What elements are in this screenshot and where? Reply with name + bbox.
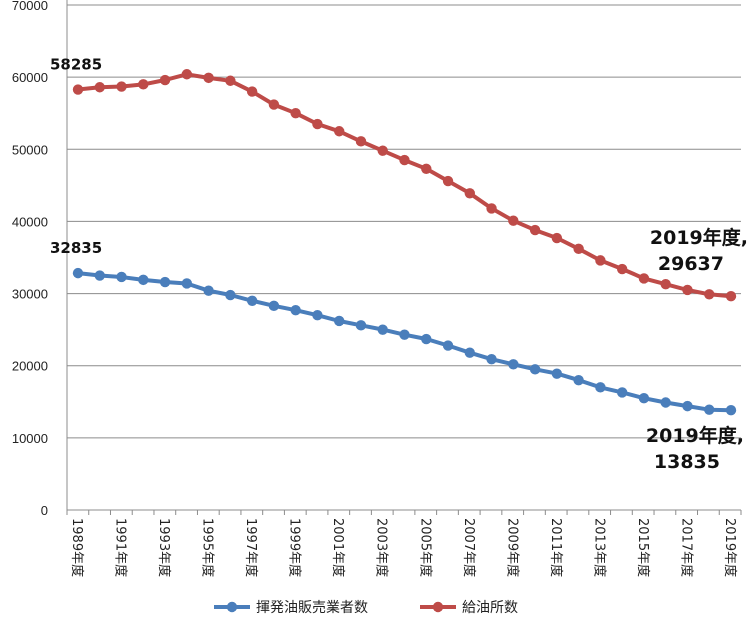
data-point-1 — [225, 75, 236, 86]
x-tick-label: 2007年度 — [461, 518, 477, 577]
x-tick-label: 2011年度 — [548, 518, 564, 577]
data-point-0 — [181, 278, 193, 289]
data-point-0 — [203, 285, 214, 296]
x-tick-label: 1991年度 — [113, 518, 129, 577]
legend-marker-0 — [226, 601, 238, 613]
data-point-0 — [246, 295, 258, 306]
x-tick-label: 1989年度 — [69, 518, 85, 577]
data-point-1 — [334, 126, 345, 137]
data-point-0 — [225, 289, 236, 301]
data-point-1 — [377, 145, 388, 156]
data-point-0 — [573, 374, 584, 386]
data-point-0 — [355, 320, 367, 331]
data-point-1 — [355, 136, 367, 147]
data-point-0 — [682, 400, 693, 412]
series-line-1 — [77, 72, 732, 299]
y-tick-label: 40000 — [12, 214, 48, 229]
data-point-1 — [573, 243, 584, 255]
legend-marker-1 — [432, 601, 444, 613]
data-point-0 — [660, 397, 671, 408]
data-label: 2019年度, 29637 — [650, 226, 748, 275]
y-tick-label: 0 — [41, 503, 48, 518]
x-tick-label: 2005年度 — [417, 518, 433, 577]
data-point-1 — [638, 273, 650, 284]
x-tick-label: 2019年度 — [722, 518, 738, 577]
x-tick-label: 1997年度 — [243, 518, 259, 577]
data-point-0 — [529, 364, 541, 375]
data-point-0 — [334, 315, 345, 327]
x-tick-label: 2015年度 — [635, 518, 651, 577]
data-point-0 — [486, 354, 497, 365]
data-point-1 — [138, 79, 149, 90]
data-point-0 — [638, 392, 650, 404]
data-point-1 — [72, 84, 84, 95]
data-point-0 — [268, 300, 280, 312]
data-point-0 — [421, 333, 432, 345]
data-point-0 — [159, 276, 171, 288]
x-tick-label: 2017年度 — [678, 518, 694, 577]
data-point-0 — [399, 329, 410, 340]
data-point-1 — [551, 232, 563, 244]
y-tick-label: 60000 — [12, 70, 48, 85]
data-point-0 — [290, 304, 301, 316]
y-tick-label: 70000 — [12, 0, 48, 13]
x-tick-label: 2003年度 — [374, 518, 390, 577]
data-point-1 — [529, 224, 541, 236]
data-point-1 — [116, 81, 127, 92]
data-point-0 — [725, 404, 737, 416]
x-tick-label: 2009年度 — [504, 518, 520, 577]
data-point-1 — [616, 263, 628, 275]
y-tick-label: 10000 — [12, 431, 48, 446]
data-point-1 — [660, 278, 671, 290]
data-point-1 — [203, 72, 214, 84]
y-tick-label: 20000 — [12, 359, 48, 374]
x-tick-label: 2013年度 — [591, 518, 607, 577]
data-point-1 — [421, 163, 432, 174]
y-tick-label: 50000 — [12, 142, 48, 157]
y-tick-label: 30000 — [12, 287, 48, 302]
data-point-0 — [442, 340, 454, 351]
data-point-0 — [94, 270, 105, 281]
data-point-0 — [116, 271, 127, 283]
x-tick-label: 2001年度 — [330, 518, 346, 577]
data-point-1 — [725, 290, 737, 302]
data-point-0 — [704, 404, 715, 415]
legend-label-1: 給油所数 — [462, 600, 518, 616]
data-point-0 — [464, 347, 475, 358]
data-point-1 — [595, 255, 606, 266]
data-point-1 — [246, 86, 258, 97]
data-point-0 — [72, 267, 84, 279]
data-point-1 — [399, 154, 410, 166]
x-tick-label: 1995年度 — [200, 518, 216, 577]
data-point-1 — [442, 175, 454, 187]
data-point-0 — [616, 387, 628, 398]
data-point-1 — [464, 188, 475, 199]
x-tick-label: 1993年度 — [156, 518, 172, 577]
data-point-1 — [159, 74, 171, 86]
data-point-0 — [377, 324, 388, 335]
data-label: 32835 — [50, 239, 102, 257]
data-point-1 — [312, 118, 323, 130]
data-point-0 — [595, 382, 606, 393]
data-point-1 — [94, 82, 105, 93]
data-point-0 — [138, 274, 149, 286]
data-point-1 — [704, 289, 715, 300]
data-point-1 — [508, 215, 519, 226]
data-point-0 — [508, 359, 519, 370]
data-point-1 — [290, 108, 301, 119]
x-tick-label: 1999年度 — [287, 518, 303, 577]
data-point-1 — [181, 69, 193, 80]
data-point-1 — [486, 203, 497, 214]
legend-label-0: 揮発油販売業者数 — [256, 600, 368, 616]
data-label: 58285 — [50, 56, 102, 74]
data-point-1 — [682, 284, 693, 296]
data-point-0 — [551, 368, 563, 379]
data-point-0 — [312, 310, 323, 321]
data-label: 2019年度, 13835 — [646, 424, 744, 473]
data-point-1 — [268, 99, 280, 110]
